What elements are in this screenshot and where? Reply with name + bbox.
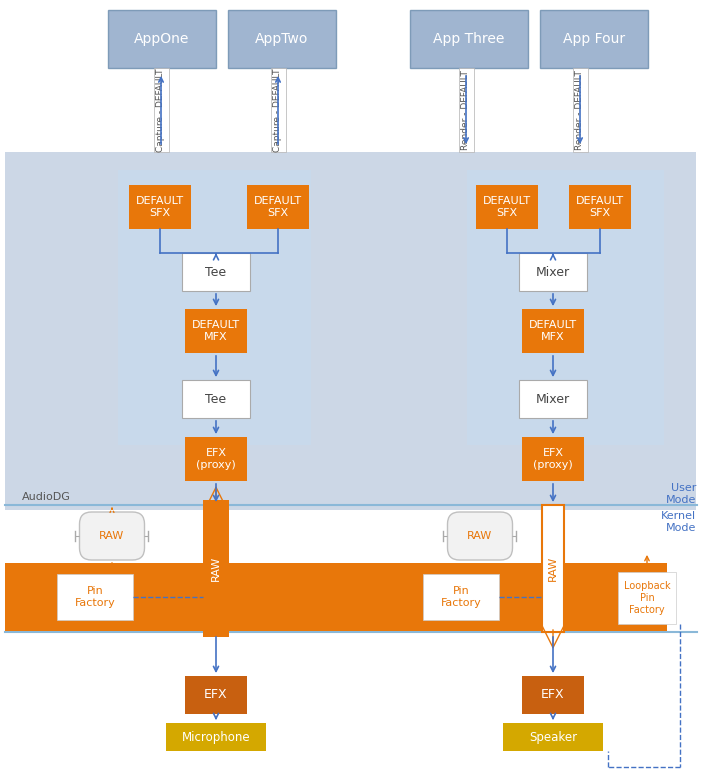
FancyBboxPatch shape — [447, 512, 512, 560]
Text: EFX: EFX — [541, 688, 565, 701]
Text: Microphone: Microphone — [182, 731, 251, 744]
Bar — [129, 185, 191, 229]
Text: RAW: RAW — [548, 556, 558, 581]
Bar — [182, 380, 250, 418]
Bar — [271, 68, 286, 152]
Bar — [467, 170, 664, 445]
Bar — [108, 10, 216, 68]
Bar — [542, 505, 564, 632]
Bar — [519, 253, 587, 291]
Bar — [519, 380, 587, 418]
Bar — [522, 309, 584, 353]
Bar — [573, 68, 588, 152]
Bar — [540, 10, 648, 68]
Text: EFX
(proxy): EFX (proxy) — [196, 448, 236, 470]
Text: DEFAULT
MFX: DEFAULT MFX — [192, 320, 240, 342]
Text: Mixer: Mixer — [536, 266, 570, 279]
Text: Capture - DEFAULT: Capture - DEFAULT — [157, 69, 166, 152]
Bar — [423, 574, 499, 620]
Text: AudioDG: AudioDG — [22, 492, 71, 502]
Text: User
Mode: User Mode — [665, 483, 696, 505]
Text: Capture - DEFAULT: Capture - DEFAULT — [274, 69, 282, 152]
Text: AppOne: AppOne — [134, 32, 190, 46]
Text: Mixer: Mixer — [536, 393, 570, 406]
Bar — [247, 185, 309, 229]
Bar — [166, 723, 266, 751]
Text: Speaker: Speaker — [529, 731, 577, 744]
FancyBboxPatch shape — [79, 512, 145, 560]
Bar — [5, 563, 667, 631]
Text: AppTwo: AppTwo — [256, 32, 309, 46]
Text: DEFAULT
SFX: DEFAULT SFX — [136, 196, 184, 218]
Bar — [476, 185, 538, 229]
Text: RAW: RAW — [211, 556, 221, 581]
Text: Tee: Tee — [206, 393, 227, 406]
Bar — [154, 68, 169, 152]
Bar — [618, 572, 676, 624]
Text: EFX
(proxy): EFX (proxy) — [533, 448, 573, 470]
Text: App Three: App Three — [433, 32, 505, 46]
Bar — [203, 500, 229, 637]
Text: Render - DEFAULT: Render - DEFAULT — [576, 70, 585, 150]
Bar — [182, 253, 250, 291]
Text: Kernel
Mode: Kernel Mode — [661, 511, 696, 533]
Text: Pin
Factory: Pin Factory — [74, 586, 115, 608]
Text: Loopback
Pin
Factory: Loopback Pin Factory — [623, 581, 670, 615]
Text: Render - DEFAULT: Render - DEFAULT — [461, 70, 470, 150]
Bar — [522, 676, 584, 714]
Text: RAW: RAW — [100, 531, 125, 541]
Text: RAW: RAW — [468, 531, 493, 541]
Bar — [5, 152, 696, 510]
Bar — [57, 574, 133, 620]
Text: DEFAULT
SFX: DEFAULT SFX — [254, 196, 302, 218]
Bar — [410, 10, 528, 68]
Bar — [118, 170, 311, 445]
Bar — [185, 309, 247, 353]
Text: App Four: App Four — [563, 32, 625, 46]
Text: DEFAULT
SFX: DEFAULT SFX — [483, 196, 531, 218]
Bar — [522, 437, 584, 481]
Text: DEFAULT
MFX: DEFAULT MFX — [529, 320, 577, 342]
Bar — [185, 437, 247, 481]
Bar — [569, 185, 631, 229]
Text: EFX: EFX — [204, 688, 228, 701]
Text: DEFAULT
SFX: DEFAULT SFX — [576, 196, 624, 218]
Text: Tee: Tee — [206, 266, 227, 279]
Text: Pin
Factory: Pin Factory — [441, 586, 482, 608]
Bar — [459, 68, 474, 152]
Bar — [228, 10, 336, 68]
Bar — [503, 723, 603, 751]
Bar — [185, 676, 247, 714]
